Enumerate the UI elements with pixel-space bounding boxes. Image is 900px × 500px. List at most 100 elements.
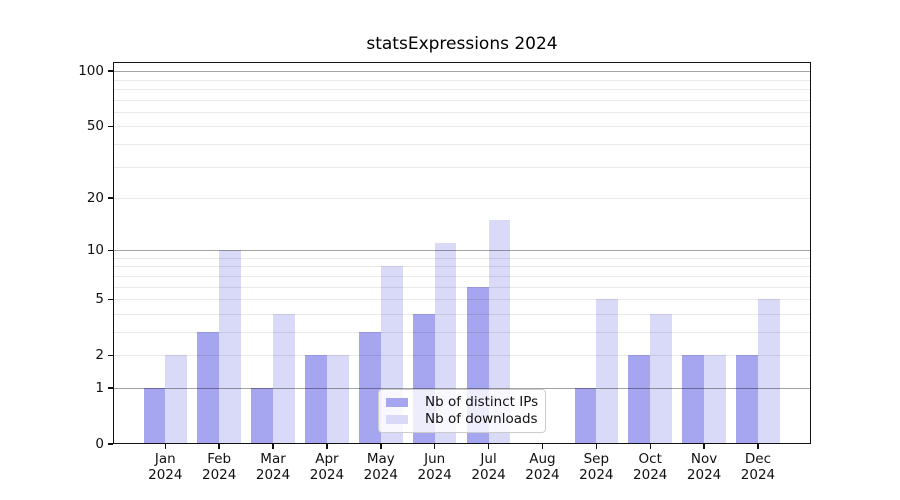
bar-distinct-ips-sep (574, 388, 597, 444)
month-label: Nov (690, 451, 718, 467)
x-tick-mark (434, 444, 436, 449)
x-tick-label-oct: Oct 2024 (618, 451, 682, 483)
bar-distinct-ips-may (359, 332, 381, 444)
gridline-minor (113, 79, 811, 81)
legend-item-downloads: Nb of downloads (386, 411, 538, 427)
y-tick-label: 10 (86, 242, 104, 259)
year-label: 2024 (255, 467, 291, 483)
year-label: 2024 (148, 467, 183, 483)
bar-downloads-feb (219, 250, 241, 444)
gridline-minor (113, 275, 811, 277)
month-label: Dec (744, 451, 772, 467)
year-label: 2024 (363, 467, 398, 483)
year-label: 2024 (579, 467, 614, 483)
bar-downloads-apr (326, 355, 349, 444)
gridline-minor (113, 299, 811, 301)
bar-distinct-ips-apr (305, 355, 327, 444)
x-tick-mark (380, 444, 382, 449)
x-tick-label-aug: Aug 2024 (510, 451, 574, 483)
chart-title: statsExpressions 2024 (366, 34, 558, 54)
year-label: 2024 (309, 467, 345, 483)
bar-downloads-jan (165, 355, 188, 444)
bar-downloads-sep (596, 299, 619, 444)
gridline-minor (113, 88, 811, 90)
month-label: Apr (315, 451, 339, 467)
gridline-minor (113, 111, 811, 113)
gridline-decade (113, 71, 811, 73)
year-label: 2024 (471, 467, 506, 483)
bar-distinct-ips-oct (628, 355, 651, 444)
x-tick-mark (164, 444, 166, 449)
y-tick-label: 2 (95, 347, 104, 364)
month-label: Aug (529, 451, 556, 467)
gridline-minor (113, 331, 811, 333)
gridline-minor (113, 143, 811, 145)
gridline-minor (113, 355, 811, 357)
year-label: 2024 (201, 467, 237, 483)
x-tick-mark (218, 444, 220, 449)
legend-label-distinct-ips: Nb of distinct IPs (425, 394, 539, 410)
bar-downloads-dec (757, 299, 780, 444)
x-tick-mark (541, 444, 544, 449)
month-label: May (366, 451, 395, 467)
y-tick-label: 100 (78, 63, 104, 80)
x-tick-label-mar: Mar 2024 (241, 451, 305, 483)
month-label: Sep (583, 451, 610, 467)
year-label: 2024 (417, 467, 452, 483)
year-label: 2024 (525, 467, 560, 483)
bar-distinct-ips-feb (197, 332, 220, 444)
y-tick-label: 1 (95, 379, 104, 396)
legend-swatch-distinct-ips (386, 397, 408, 407)
y-tick-mark (108, 354, 113, 356)
bar-downloads-oct (650, 313, 673, 444)
bar-downloads-mar (273, 313, 295, 444)
gridline-minor (113, 266, 811, 268)
bar-downloads-jul (488, 219, 511, 444)
gridline-decade (113, 250, 811, 252)
x-tick-label-apr: Apr 2024 (295, 451, 359, 483)
bar-distinct-ips-jan (143, 388, 166, 444)
x-tick-mark (272, 444, 274, 449)
legend-label-downloads: Nb of downloads (425, 411, 538, 427)
x-tick-label-jul: Jul 2024 (457, 451, 521, 483)
y-tick-mark (108, 249, 113, 251)
x-tick-mark (595, 444, 598, 449)
year-label: 2024 (633, 467, 668, 483)
gridline-decade (113, 387, 811, 389)
gridline-minor (113, 198, 811, 199)
y-tick-label: 20 (86, 190, 104, 206)
year-label: 2024 (686, 467, 722, 483)
month-label: Jun (424, 451, 446, 467)
x-tick-mark (487, 444, 490, 449)
month-label: Oct (638, 451, 662, 467)
month-label: Feb (207, 451, 232, 467)
y-tick-label: 5 (95, 291, 104, 308)
x-tick-label-may: May 2024 (349, 451, 413, 483)
gridline-minor (113, 126, 811, 128)
y-tick-mark (108, 387, 113, 389)
gridline-minor (113, 99, 811, 101)
x-tick-label-dec: Dec 2024 (726, 451, 790, 483)
y-tick-label: 0 (95, 436, 104, 452)
x-tick-label-nov: Nov 2024 (672, 451, 736, 483)
gridline-minor (113, 286, 811, 288)
x-tick-label-sep: Sep 2024 (564, 451, 628, 483)
x-tick-label-feb: Feb 2024 (187, 451, 251, 483)
bar-distinct-ips-nov (682, 355, 705, 444)
month-label: Jan (154, 451, 176, 467)
legend: Nb of distinct IPs Nb of downloads (378, 389, 546, 433)
bar-downloads-nov (704, 355, 726, 444)
x-tick-label-jun: Jun 2024 (403, 451, 467, 483)
x-tick-mark (703, 444, 705, 449)
x-tick-mark (757, 444, 759, 449)
y-tick-mark (108, 197, 113, 199)
month-label: Jul (480, 451, 497, 467)
legend-item-distinct-ips: Nb of distinct IPs (386, 394, 539, 410)
y-tick-mark (108, 70, 113, 72)
gridline-minor (113, 166, 811, 168)
legend-swatch-downloads (386, 414, 408, 424)
gridline-minor (113, 257, 811, 259)
y-tick-label: 50 (86, 118, 104, 135)
bar-distinct-ips-mar (251, 388, 274, 444)
